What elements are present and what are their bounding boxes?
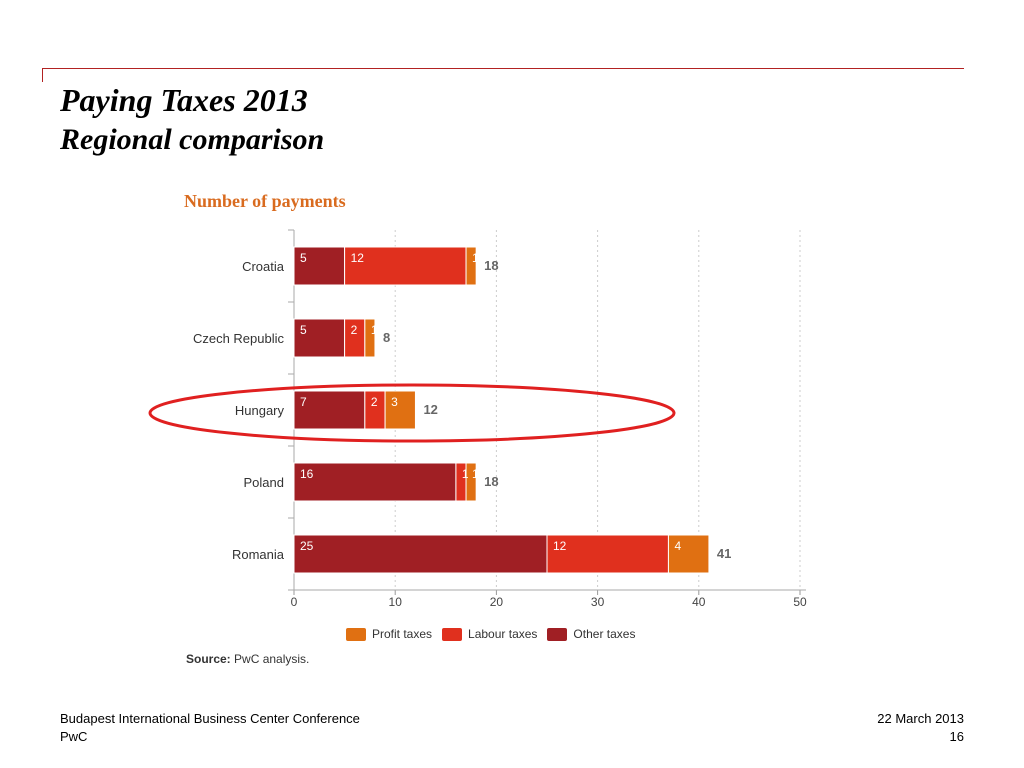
- total-label: 8: [383, 330, 390, 345]
- data-label: 1: [462, 467, 469, 481]
- data-label: 12: [351, 251, 365, 265]
- x-tick-label: 10: [389, 595, 403, 609]
- bar-segment: [465, 246, 477, 286]
- data-label: 12: [553, 539, 567, 553]
- data-label: 16: [300, 467, 314, 481]
- highlight-ellipse: [148, 383, 676, 443]
- x-tick-label: 30: [591, 595, 605, 609]
- bar-segment: [364, 318, 376, 358]
- highlight: [148, 383, 676, 443]
- data-label: 4: [674, 539, 681, 553]
- total-label: 12: [423, 402, 437, 417]
- slide-title: Paying Taxes 2013: [60, 82, 308, 118]
- category-label: Romania: [232, 547, 285, 562]
- legend-label: Labour taxes: [468, 627, 538, 641]
- legend-swatch: [547, 627, 568, 641]
- data-label: 5: [300, 323, 307, 337]
- footer-date: 22 March 2013: [877, 711, 964, 726]
- data-label: 1: [371, 323, 378, 337]
- footer-conference: Budapest International Business Center C…: [60, 711, 360, 726]
- legend-swatch: [442, 627, 463, 641]
- bar-segment: [384, 390, 416, 430]
- bar-segment: [293, 462, 457, 502]
- source-note: Source: PwC analysis.: [186, 652, 309, 666]
- bar-segment: [293, 318, 346, 358]
- category-label: Hungary: [235, 403, 285, 418]
- data-label: 1: [472, 467, 479, 481]
- legend-item: Profit taxes: [346, 627, 432, 641]
- bars: [293, 246, 710, 574]
- data-label: 7: [300, 395, 307, 409]
- data-label: 1: [472, 251, 479, 265]
- bar-segment: [344, 246, 467, 286]
- top-rule-tick: [42, 68, 43, 82]
- bar-segment: [465, 462, 477, 502]
- footer-left: Budapest International Business Center C…: [60, 710, 360, 746]
- bar-segment: [293, 390, 366, 430]
- bar-segment: [546, 534, 669, 574]
- bar-segment: [293, 246, 346, 286]
- category-label: Czech Republic: [193, 331, 285, 346]
- legend-label: Other taxes: [573, 627, 636, 641]
- legend-swatch: [346, 627, 366, 641]
- total-label: 18: [484, 474, 498, 489]
- x-tick-label: 50: [793, 595, 807, 609]
- total-label: 18: [484, 258, 498, 273]
- x-tick-label: 40: [692, 595, 706, 609]
- source-text: PwC analysis.: [234, 652, 310, 666]
- chart-legend: Profit taxes Labour taxes Other taxes: [346, 627, 635, 641]
- data-label: 25: [300, 539, 314, 553]
- data-label: 5: [300, 251, 307, 265]
- bar-segment: [293, 534, 548, 574]
- footer-right: 22 March 2013 16: [877, 710, 964, 746]
- chart-title: Number of payments: [184, 191, 346, 211]
- top-rule: [42, 68, 964, 69]
- data-label: 2: [351, 323, 358, 337]
- bar-segment: [667, 534, 710, 574]
- source-label: Source:: [186, 652, 231, 666]
- data-label: 3: [391, 395, 398, 409]
- x-tick-label: 0: [291, 595, 298, 609]
- footer-company: PwC: [60, 729, 88, 744]
- page-number: 16: [949, 729, 964, 744]
- total-label: 41: [717, 546, 731, 561]
- legend-item: Labour taxes: [442, 627, 537, 641]
- data-label: 2: [371, 395, 378, 409]
- legend-label: Profit taxes: [372, 627, 433, 641]
- legend-item: Other taxes: [547, 627, 635, 641]
- category-label: Poland: [244, 475, 284, 490]
- category-label: Croatia: [242, 259, 285, 274]
- x-tick-label: 20: [490, 595, 504, 609]
- slide-subtitle: Regional comparison: [60, 123, 325, 156]
